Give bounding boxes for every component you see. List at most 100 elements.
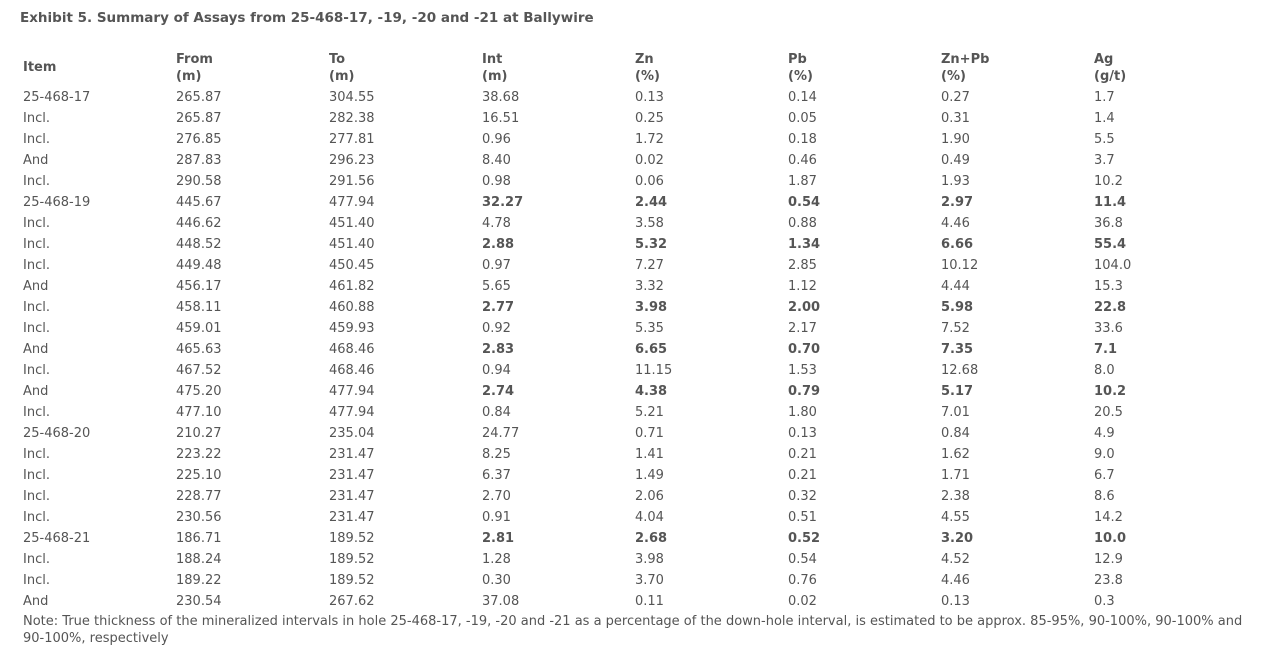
table-cell: 11.15 (635, 363, 673, 378)
row-item: Incl. (23, 363, 50, 378)
table-cell: 10.0 (1094, 531, 1127, 546)
column-unit: (m) (329, 69, 355, 84)
column-header: Zn (635, 52, 654, 67)
table-cell: 468.46 (329, 342, 375, 357)
row-item: Incl. (23, 300, 50, 315)
table-cell: 265.87 (176, 111, 222, 126)
table-cell: 2.74 (482, 384, 515, 399)
exhibit-title: Exhibit 5. Summary of Assays from 25-468… (20, 10, 594, 26)
table-cell: 291.56 (329, 174, 375, 189)
table-cell: 0.3 (1094, 594, 1115, 609)
table-cell: 4.04 (635, 510, 664, 525)
row-item: And (23, 384, 49, 399)
table-cell: 189.52 (329, 573, 375, 588)
table-cell: 12.9 (1094, 552, 1123, 567)
row-item: Incl. (23, 468, 50, 483)
table-cell: 450.45 (329, 258, 375, 273)
table-cell: 475.20 (176, 384, 222, 399)
table-cell: 230.54 (176, 594, 222, 609)
table-cell: 2.38 (941, 489, 970, 504)
table-cell: 0.18 (788, 132, 817, 147)
row-item: Incl. (23, 405, 50, 420)
column-unit: (%) (788, 69, 813, 84)
table-cell: 5.17 (941, 384, 974, 399)
table-cell: 10.2 (1094, 174, 1123, 189)
table-cell: 231.47 (329, 447, 375, 462)
table-cell: 451.40 (329, 216, 375, 231)
table-cell: 2.88 (482, 237, 515, 252)
table-cell: 0.96 (482, 132, 511, 147)
table-cell: 0.49 (941, 153, 970, 168)
table-cell: 461.82 (329, 279, 375, 294)
row-item: Incl. (23, 489, 50, 504)
row-item: Incl. (23, 447, 50, 462)
table-cell: 304.55 (329, 90, 375, 105)
table-cell: 448.52 (176, 237, 222, 252)
table-cell: 1.62 (941, 447, 970, 462)
table-cell: 36.8 (1094, 216, 1123, 231)
table-cell: 468.46 (329, 363, 375, 378)
table-cell: 5.5 (1094, 132, 1115, 147)
table-cell: 210.27 (176, 426, 222, 441)
table-cell: 223.22 (176, 447, 222, 462)
table-cell: 2.06 (635, 489, 664, 504)
table-cell: 0.94 (482, 363, 511, 378)
table-cell: 477.10 (176, 405, 222, 420)
table-cell: 446.62 (176, 216, 222, 231)
column-unit: (g/t) (1094, 69, 1127, 84)
table-cell: 2.17 (788, 321, 817, 336)
table-cell: 0.21 (788, 468, 817, 483)
table-cell: 4.78 (482, 216, 511, 231)
table-cell: 0.88 (788, 216, 817, 231)
table-cell: 10.2 (1094, 384, 1127, 399)
table-cell: 0.54 (788, 552, 817, 567)
table-cell: 32.27 (482, 195, 524, 210)
table-cell: 55.4 (1094, 237, 1127, 252)
table-cell: 0.46 (788, 153, 817, 168)
table-cell: 5.35 (635, 321, 664, 336)
table-cell: 231.47 (329, 510, 375, 525)
table-cell: 6.37 (482, 468, 511, 483)
table-cell: 0.52 (788, 531, 821, 546)
table-cell: 104.0 (1094, 258, 1132, 273)
table-cell: 5.98 (941, 300, 974, 315)
table-cell: 14.2 (1094, 510, 1123, 525)
table-cell: 0.21 (788, 447, 817, 462)
table-cell: 459.01 (176, 321, 222, 336)
table-cell: 186.71 (176, 531, 222, 546)
table-cell: 265.87 (176, 90, 222, 105)
table-cell: 2.44 (635, 195, 668, 210)
table-cell: 5.65 (482, 279, 511, 294)
table-cell: 23.8 (1094, 573, 1123, 588)
table-cell: 0.92 (482, 321, 511, 336)
table-cell: 7.01 (941, 405, 970, 420)
table-cell: 8.40 (482, 153, 511, 168)
table-cell: 7.52 (941, 321, 970, 336)
table-cell: 0.05 (788, 111, 817, 126)
table-cell: 1.7 (1094, 90, 1115, 105)
table-cell: 3.58 (635, 216, 664, 231)
table-cell: 1.90 (941, 132, 970, 147)
row-item: 25-468-21 (23, 531, 91, 546)
table-cell: 296.23 (329, 153, 375, 168)
row-item: And (23, 153, 49, 168)
table-cell: 188.24 (176, 552, 222, 567)
table-cell: 1.12 (788, 279, 817, 294)
table-cell: 0.51 (788, 510, 817, 525)
table-cell: 9.0 (1094, 447, 1115, 462)
table-cell: 0.79 (788, 384, 821, 399)
table-cell: 4.44 (941, 279, 970, 294)
table-cell: 24.77 (482, 426, 520, 441)
row-item: Incl. (23, 216, 50, 231)
table-cell: 1.4 (1094, 111, 1115, 126)
table-cell: 15.3 (1094, 279, 1123, 294)
table-cell: 33.6 (1094, 321, 1123, 336)
table-cell: 2.00 (788, 300, 821, 315)
table-cell: 267.62 (329, 594, 375, 609)
table-note: Note: True thickness of the mineralized … (23, 614, 1243, 646)
table-cell: 8.6 (1094, 489, 1115, 504)
row-item: Incl. (23, 258, 50, 273)
column-header: To (329, 52, 346, 67)
row-item: And (23, 594, 49, 609)
